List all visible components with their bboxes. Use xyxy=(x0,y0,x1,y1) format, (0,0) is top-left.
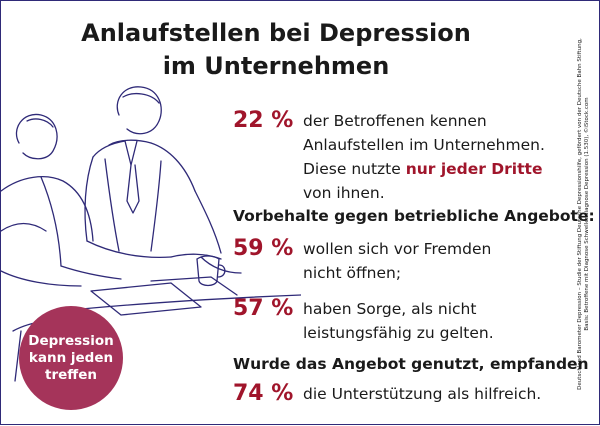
stat-line: leistungsfähig zu gelten. xyxy=(303,324,494,342)
stat-line-prefix: Diese nutzte xyxy=(303,160,406,178)
stat-percent-value: 74 % xyxy=(233,381,294,406)
stat-percent-value: 57 % xyxy=(233,296,294,321)
title-line-1: Anlaufstellen bei Depression xyxy=(81,19,471,47)
office-line-art-illustration xyxy=(1,86,301,382)
stat-line: wollen sich vor Fremden xyxy=(303,240,492,258)
stat-description: der Betroffenen kennen Anlaufstellen im … xyxy=(303,109,545,205)
stat-line: Anlaufstellen im Unternehmen. xyxy=(303,136,545,154)
stat-line: nicht öffnen; xyxy=(303,264,402,282)
section-heading-usage: Wurde das Angebot genutzt, empfanden xyxy=(233,355,589,373)
page-title: Anlaufstellen bei Depression im Unterneh… xyxy=(81,17,471,83)
stat-description: haben Sorge, als nicht leistungsfähig zu… xyxy=(303,297,494,345)
source-text: Deutschland Barometer Depression – Studi… xyxy=(577,38,591,390)
stat-line: Diese nutzte nur jeder Dritte xyxy=(303,157,545,181)
title-line-2: im Unternehmen xyxy=(162,52,390,80)
stat-percent-value: 59 % xyxy=(233,236,294,261)
stat-74-percent: 74 % die Unterstützung als hilfreich. xyxy=(233,382,541,406)
stat-description: die Unterstützung als hilfreich. xyxy=(303,385,542,403)
stat-line: der Betroffenen kennen xyxy=(303,112,487,130)
stat-percent-value: 22 % xyxy=(233,108,294,133)
badge-line: treffen xyxy=(45,366,97,383)
highlight-text: nur jeder Dritte xyxy=(405,160,543,178)
badge-circle: Depression kann jeden treffen xyxy=(19,306,123,410)
stat-line: haben Sorge, als nicht xyxy=(303,300,477,318)
badge-line: Depression xyxy=(28,332,114,349)
section-heading-reservations: Vorbehalte gegen betriebliche Angebote: xyxy=(233,207,595,225)
stat-line: von ihnen. xyxy=(303,184,385,202)
stat-59-percent: 59 % wollen sich vor Fremden nicht öffne… xyxy=(233,237,491,285)
source-note: Deutschland Barometer Depression – Studi… xyxy=(571,9,597,419)
badge-line: kann jeden xyxy=(28,349,114,366)
stat-57-percent: 57 % haben Sorge, als nicht leistungsfäh… xyxy=(233,297,494,345)
stat-description: wollen sich vor Fremden nicht öffnen; xyxy=(303,237,491,285)
stat-22-percent: 22 % der Betroffenen kennen Anlaufstelle… xyxy=(233,109,545,205)
source-line: Basis: Betroffene mit Diagnose Schwellen… xyxy=(584,97,590,331)
